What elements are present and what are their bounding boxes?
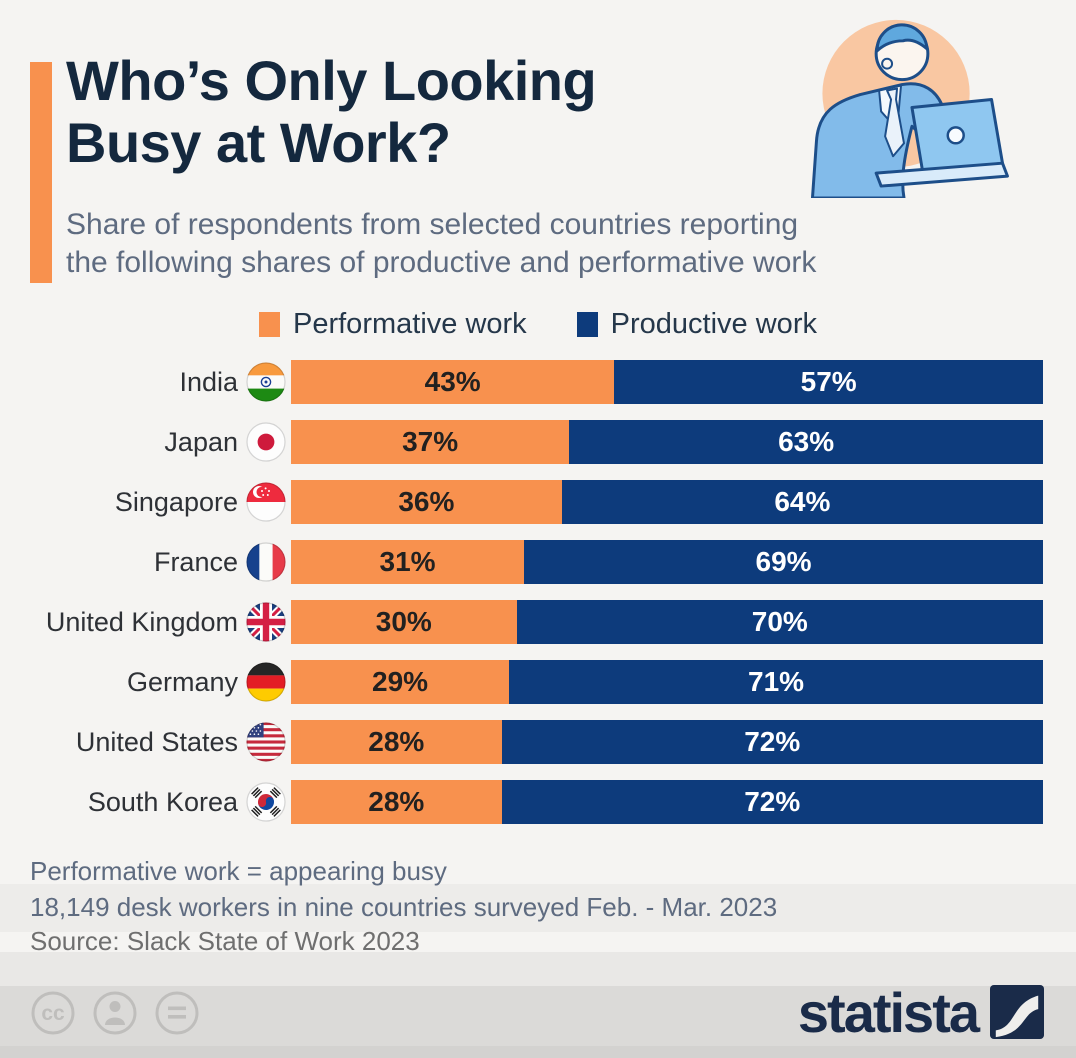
chart-row: South Korea 28% 72%: [30, 772, 1044, 832]
footnote-definition: Performative work = appearing busy: [30, 856, 447, 886]
stacked-bar: 28% 72%: [291, 720, 1043, 764]
subtitle-line-2: the following shares of productive and p…: [66, 246, 817, 279]
stacked-bar: 37% 63%: [291, 420, 1043, 464]
stacked-bar: 43% 57%: [291, 360, 1043, 404]
chart-row: France 31% 69%: [30, 532, 1044, 592]
legend-label: Performative work: [293, 308, 527, 340]
productive-segment: 71%: [509, 660, 1043, 704]
title-line-2: Busy at Work?: [66, 111, 451, 174]
stacked-bar: 36% 64%: [291, 480, 1043, 524]
country-label: United States: [75, 726, 238, 757]
worker-at-laptop-icon: [810, 19, 1009, 200]
footnote-source: Source: Slack State of Work 2023: [30, 926, 420, 956]
country-label: South Korea: [87, 786, 238, 817]
country-label: India: [179, 366, 238, 397]
stacked-bar: 29% 71%: [291, 660, 1043, 704]
chart-row: Singapore 36% 64%: [30, 472, 1044, 532]
legend-label: Productive work: [610, 308, 817, 340]
legend-item-productive: Productive work: [576, 308, 817, 341]
country-label: Germany: [126, 666, 238, 697]
performative-segment: 31%: [291, 540, 525, 584]
productive-segment: 64%: [561, 480, 1043, 524]
performative-segment: 28%: [291, 780, 502, 824]
chart-row: India 43% 57%: [30, 352, 1044, 412]
performative-segment: 30%: [291, 600, 517, 644]
stacked-bar: 28% 72%: [291, 780, 1043, 824]
flag-india-icon: [246, 362, 286, 402]
performative-segment: 36%: [291, 480, 562, 524]
statista-logo-icon: [990, 985, 1044, 1039]
productive-segment: 63%: [569, 420, 1043, 464]
productive-segment: 69%: [524, 540, 1043, 584]
productive-segment: 70%: [516, 600, 1043, 644]
statista-logo: statista: [797, 980, 1044, 1044]
chart-subtitle: Share of respondents from selected count…: [66, 206, 816, 282]
no-derivatives-icon: [155, 991, 199, 1035]
flag-japan-icon: [246, 422, 286, 462]
flag-united-kingdom-icon: [246, 602, 286, 642]
bar-chart: India 43% 57% Japan 37% 63% Singapore 36% 64% Fra…: [30, 352, 1044, 832]
cc-icon: cc: [31, 991, 75, 1035]
footnote-shade-band: [0, 884, 1076, 932]
license-icons: cc: [30, 990, 200, 1036]
productive-segment: 57%: [614, 360, 1043, 404]
page-title: Who’s Only Looking Busy at Work?: [66, 49, 597, 174]
performative-segment: 28%: [291, 720, 502, 764]
footnote-survey: 18,149 desk workers in nine countries su…: [30, 892, 778, 922]
country-label: United Kingdom: [45, 606, 238, 637]
legend-item-performative: Performative work: [259, 308, 527, 341]
statista-wordmark: statista: [797, 980, 980, 1044]
chart-legend: Performative work Productive work: [0, 308, 1076, 341]
flag-germany-icon: [246, 662, 286, 702]
flag-singapore-icon: [246, 482, 286, 522]
chart-row: United States 28% 72%: [30, 712, 1044, 772]
performative-segment: 43%: [291, 360, 615, 404]
title-accent-bar: [30, 62, 52, 283]
stacked-bar: 30% 70%: [291, 600, 1043, 644]
chart-row: United Kingdom 30% 70%: [30, 592, 1044, 652]
svg-text:cc: cc: [41, 1002, 65, 1025]
chart-row: Germany 29% 71%: [30, 652, 1044, 712]
flag-france-icon: [246, 542, 286, 582]
footer-light-band: [0, 952, 1076, 986]
flag-south-korea-icon: [246, 782, 286, 822]
footer-bottom-strip: [0, 1046, 1076, 1058]
stacked-bar: 31% 69%: [291, 540, 1043, 584]
country-label: Japan: [164, 426, 238, 457]
worker-illustration: [784, 4, 1024, 200]
performative-segment: 29%: [291, 660, 510, 704]
country-label: Singapore: [114, 486, 238, 517]
chart-row: Japan 37% 63%: [30, 412, 1044, 472]
flag-united-states-icon: [246, 722, 286, 762]
productive-segment: 72%: [501, 780, 1043, 824]
performative-swatch-icon: [259, 312, 280, 337]
title-line-1: Who’s Only Looking: [66, 49, 597, 112]
performative-segment: 37%: [291, 420, 570, 464]
productive-segment: 72%: [501, 720, 1043, 764]
productive-swatch-icon: [576, 312, 598, 337]
country-label: France: [153, 546, 238, 577]
subtitle-line-1: Share of respondents from selected count…: [66, 208, 799, 241]
attribution-icon: [93, 991, 137, 1035]
